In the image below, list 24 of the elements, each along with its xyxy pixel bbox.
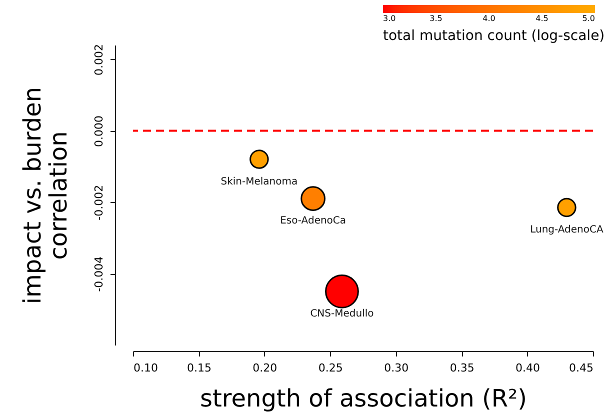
y-tick-label: 0.002	[92, 44, 106, 76]
y-axis-title: impact vs. burden correlation	[18, 86, 72, 304]
y-tick-label: -0.002	[92, 184, 106, 220]
color-bar-label: 4.5	[536, 14, 548, 23]
x-tick-label: 0.35	[450, 362, 474, 374]
color-bar-label: 3.5	[430, 14, 442, 23]
color-bar-label: 3.0	[383, 14, 396, 23]
x-tick-label: 0.40	[516, 362, 540, 374]
color-bar-label: 5.0	[582, 14, 595, 23]
x-tick-label: 0.30	[384, 362, 409, 374]
x-tick-label: 0.45	[569, 362, 594, 374]
x-tick-label: 0.25	[318, 362, 343, 374]
x-tick-label: 0.15	[186, 362, 212, 374]
annotation: Skin-Melanoma	[220, 176, 298, 188]
x-tick-label: 0.10	[134, 362, 158, 374]
x-tick-label: 0.20	[252, 362, 278, 374]
annotation: CNS-Medullo	[310, 308, 374, 320]
x-axis-title: strength of association (R²)	[200, 384, 528, 412]
color-bar-title: total mutation count (log-scale)	[383, 28, 605, 44]
annotation: Lung-AdenoCA	[530, 224, 604, 236]
annotation: Eso-AdenoCa	[280, 216, 346, 227]
y-tick-label: -0.004	[92, 256, 106, 292]
y-tick-label: 0.000	[92, 115, 106, 147]
color-bar-label: 4.0	[482, 14, 496, 23]
